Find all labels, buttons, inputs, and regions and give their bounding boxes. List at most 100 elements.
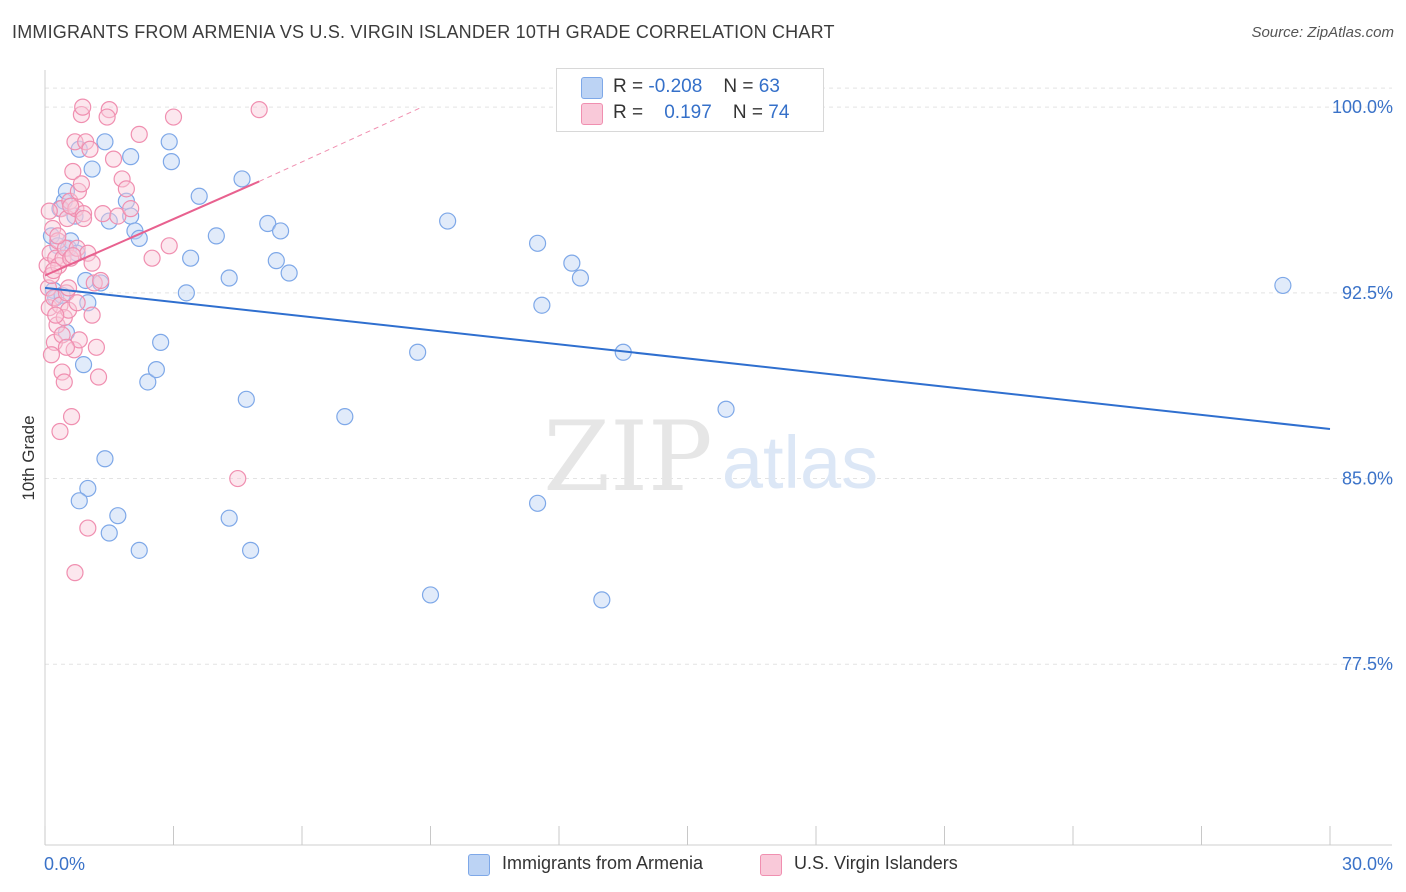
- virgin-islander-point: [164, 108, 183, 126]
- armenia-point: [242, 541, 260, 559]
- armenia-point: [74, 356, 93, 374]
- armenia-point: [147, 361, 165, 379]
- legend-r-value-armenia: -0.208: [648, 76, 703, 97]
- watermark-zip: ZIP: [543, 401, 712, 513]
- y-tick-label: 100.0%: [1332, 97, 1393, 117]
- armenia-point: [237, 390, 255, 408]
- armenia-point: [177, 284, 195, 302]
- virgin-islander-point: [122, 200, 140, 218]
- legend-r-value-virgin-islanders: 0.197: [664, 102, 712, 123]
- virgin-islander-point: [113, 170, 131, 188]
- armenia-point: [528, 494, 547, 512]
- virgin-islander-point: [250, 101, 268, 119]
- virgin-islander-point: [42, 346, 61, 364]
- virgin-islander-point: [57, 338, 76, 356]
- armenia-point: [139, 373, 157, 391]
- virgin-islander-point: [81, 140, 99, 158]
- y-axis-title: 10th Grade: [19, 415, 38, 500]
- bottom-legend-swatch-blue: [468, 854, 490, 876]
- legend-r-label: R =: [613, 102, 644, 123]
- legend-r-label: R =: [613, 76, 644, 97]
- armenia-point: [409, 343, 427, 361]
- virgin-islander-point: [44, 261, 63, 280]
- armenia-point: [109, 507, 127, 525]
- chart-title: IMMIGRANTS FROM ARMENIA VS U.S. VIRGIN I…: [12, 22, 835, 42]
- virgin-islander-point: [68, 294, 86, 312]
- armenia-point: [130, 541, 148, 559]
- virgin-islander-point: [64, 162, 82, 181]
- virgin-islander-point: [59, 279, 78, 297]
- armenia-point: [96, 450, 114, 468]
- virgin-islander-point: [70, 331, 88, 349]
- virgin-islander-point: [66, 564, 84, 582]
- armenia-point: [83, 160, 101, 178]
- armenia-point: [717, 400, 735, 418]
- virgin-islander-trend-extension: [258, 106, 423, 182]
- virgin-islander-point: [83, 306, 101, 324]
- armenia-point: [190, 187, 208, 205]
- legend-n-value-armenia: 63: [758, 76, 780, 97]
- source-credit: Source: ZipAtlas.com: [1251, 24, 1394, 41]
- x-tick-label-max: 30.0%: [1342, 854, 1393, 874]
- armenia-point: [130, 229, 148, 247]
- virgin-islander-point: [74, 209, 93, 228]
- armenia-point: [259, 214, 277, 233]
- virgin-islander-point: [104, 150, 123, 168]
- watermark-atlas: atlas: [722, 421, 878, 504]
- bottom-legend-label-virgin-islanders: U.S. Virgin Islanders: [794, 853, 958, 873]
- virgin-islander-point: [62, 197, 80, 215]
- trend-lines: [44, 106, 1331, 431]
- armenia-point: [267, 252, 285, 270]
- virgin-islander-point: [130, 125, 148, 143]
- armenia-point: [593, 591, 611, 609]
- armenia-point: [100, 524, 118, 542]
- armenia-point: [160, 133, 178, 151]
- armenia-point: [528, 234, 547, 252]
- armenia-point: [122, 148, 140, 166]
- watermark: ZIP atlas: [543, 401, 878, 513]
- armenia-point: [70, 492, 88, 510]
- virgin-islander-point: [109, 207, 127, 225]
- virgin-islander-trend-line: [44, 180, 260, 277]
- armenia-point: [1274, 276, 1292, 295]
- armenia-point: [563, 254, 581, 272]
- virgin-islander-point: [74, 205, 93, 223]
- legend-n-label: N =: [723, 76, 754, 97]
- armenia-point: [162, 153, 180, 171]
- armenia-point: [439, 212, 457, 230]
- bottom-legend-label-armenia: Immigrants from Armenia: [502, 853, 704, 873]
- bottom-legend-swatch-pink: [760, 854, 782, 876]
- virgin-islander-point: [87, 338, 106, 356]
- armenia-point: [271, 222, 290, 240]
- legend-swatch-blue: [581, 77, 603, 99]
- armenia-point: [79, 479, 97, 498]
- virgin-islander-point: [92, 271, 110, 290]
- axis-labels: 77.5% 85.0% 92.5% 100.0% 0.0% 30.0% 10th Grade: [19, 97, 1393, 874]
- virgin-islander-point: [55, 373, 73, 391]
- virgin-islander-point: [72, 175, 91, 193]
- armenia-trend-line: [44, 286, 1331, 431]
- virgin-islander-point: [229, 469, 247, 488]
- virgin-islander-point: [98, 108, 116, 126]
- armenia-point: [220, 269, 238, 287]
- virgin-islander-point: [51, 422, 69, 441]
- y-tick-label: 77.5%: [1342, 654, 1393, 674]
- virgin-islander-point: [40, 202, 58, 220]
- virgin-islander-point: [89, 368, 108, 386]
- x-tick-label-min: 0.0%: [44, 854, 85, 874]
- armenia-point: [220, 509, 238, 527]
- armenia-point: [336, 408, 354, 426]
- axes: [44, 70, 1392, 846]
- virgin-islander-point: [160, 237, 178, 255]
- virgin-islander-point: [143, 249, 161, 267]
- armenia-point: [533, 296, 551, 314]
- armenia-point: [96, 133, 114, 151]
- correlation-legend: R = -0.208 N = 63 R = 0.197 N = 74: [556, 68, 824, 132]
- virgin-islander-point: [117, 180, 135, 198]
- virgin-islander-point: [47, 306, 65, 324]
- y-tick-label: 85.0%: [1342, 469, 1393, 489]
- legend-n-label: N =: [732, 102, 764, 123]
- virgin-islander-point: [94, 205, 112, 223]
- virgin-islander-point: [62, 408, 81, 426]
